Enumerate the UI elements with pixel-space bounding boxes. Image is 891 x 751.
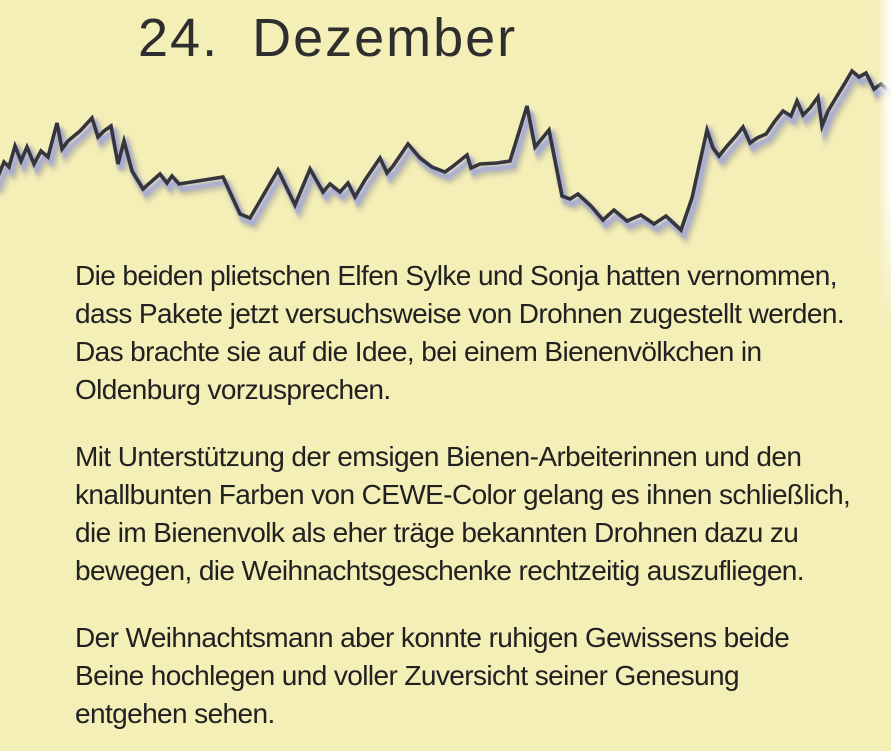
story-paragraph: Der Weihnachtsmann aber konnte ruhigen G… xyxy=(75,619,875,733)
story-line: Oldenburg vorzusprechen. xyxy=(75,374,391,405)
story-text: Die beiden plietschen Elfen Sylke und So… xyxy=(75,257,875,733)
page-edge-highlight xyxy=(877,0,891,335)
story-line: Mit Unterstützung der emsigen Bienen-Arb… xyxy=(75,441,802,472)
story-line: dass Pakete jetzt versuchsweise von Droh… xyxy=(75,298,845,329)
ridge-line xyxy=(0,68,891,234)
story-paragraph: Die beiden plietschen Elfen Sylke und So… xyxy=(75,257,875,409)
page-title: 24. Dezember xyxy=(138,8,518,68)
story-line: die im Bienenvolk als eher träge bekannt… xyxy=(75,517,799,548)
story-line: Die beiden plietschen Elfen Sylke und So… xyxy=(75,260,838,291)
ridge-lavender-shadow xyxy=(0,71,891,240)
story-line: Beine hochlegen und voller Zuversicht se… xyxy=(75,660,740,691)
story-line: knallbunten Farben von CEWE-Color gelang… xyxy=(75,479,851,510)
ridge-outer-shadow xyxy=(0,73,891,245)
story-line: entgehen sehen. xyxy=(75,698,275,729)
story-line: Das brachte sie auf die Idee, bei einem … xyxy=(75,336,762,367)
story-line: Der Weihnachtsmann aber konnte ruhigen G… xyxy=(75,622,790,653)
story-paragraph: Mit Unterstützung der emsigen Bienen-Arb… xyxy=(75,438,875,590)
story-line: bewegen, die Weihnachtsgeschenke rechtze… xyxy=(75,555,805,586)
